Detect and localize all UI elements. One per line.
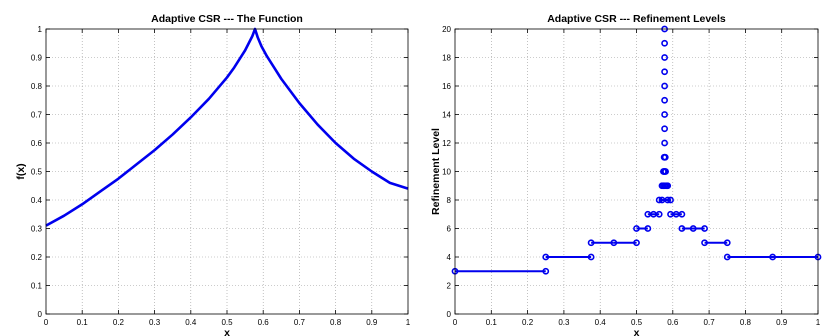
function-plot-xtick-label: 0.2 — [113, 318, 125, 327]
refinement-plot-xtick-label: 0 — [453, 318, 458, 327]
refinement-point — [661, 96, 668, 104]
refinement-point — [655, 196, 663, 204]
function-plot-xtick-label: 0.8 — [330, 318, 342, 327]
refinement-plot-xtick-label: 1 — [816, 318, 821, 327]
function-plot-xtick-label: 0.1 — [77, 318, 89, 327]
function-plot-xlabel: x — [224, 327, 230, 336]
refinement-plot-ytick-label: 12 — [442, 139, 451, 148]
refinement-point — [610, 239, 618, 247]
function-plot-ytick-label: 0.9 — [31, 54, 43, 63]
function-plot-ytick-label: 0.7 — [31, 111, 43, 120]
function-plot-xtick-label: 0.7 — [294, 318, 306, 327]
refinement-point — [661, 68, 668, 76]
refinement-plot-ytick-label: 14 — [442, 111, 451, 120]
refinement-point — [661, 139, 668, 147]
refinement-plot-xtick-label: 0.1 — [486, 318, 498, 327]
refinement-plot-ytick-label: 4 — [447, 253, 452, 262]
function-plot-xtick-label: 0.4 — [185, 318, 197, 327]
function-plot-ytick-label: 0.8 — [31, 82, 43, 91]
refinement-point — [678, 225, 686, 232]
refinement-point — [644, 225, 652, 232]
refinement-plot-xtick-label: 0.7 — [704, 318, 716, 327]
refinement-plot-ytick-label: 6 — [447, 225, 452, 234]
refinement-plot-ylabel: Refinement Level — [430, 128, 442, 215]
refinement-plot-xtick-label: 0.9 — [776, 318, 788, 327]
refinement-point — [542, 253, 550, 261]
refinement-plot-ytick-label: 0 — [447, 310, 452, 319]
refinement-point — [633, 239, 640, 247]
function-plot-xtick-label: 1 — [406, 318, 411, 327]
refinement-plot-xtick-label: 0.5 — [631, 318, 643, 327]
refinement-plot-ytick-label: 16 — [442, 82, 451, 91]
refinement-point — [661, 153, 669, 161]
refinement-point — [723, 239, 731, 247]
function-curve — [45, 27, 409, 227]
refinement-point — [661, 39, 668, 47]
refinement-point — [701, 239, 708, 247]
function-plot-xtick-label: 0.3 — [149, 318, 161, 327]
refinement-point — [587, 239, 595, 247]
refinement-plot-frame — [454, 28, 819, 315]
function-plot-xtick-label: 0 — [44, 318, 49, 327]
refinement-plot: 0 0.1 0.2 0.3 0.4 0.5 0.6 0.7 0.8 0.9 102468101214… — [430, 13, 822, 336]
refinement-point — [667, 196, 674, 204]
refinement-plot-xtick-label: 0.8 — [740, 318, 752, 327]
function-plot-ytick-label: 0.2 — [31, 253, 43, 262]
function-plot-xtick-label: 0.5 — [221, 318, 233, 327]
function-plot-ytick-label: 1 — [38, 25, 43, 34]
refinement-point — [661, 54, 668, 61]
function-plot-ytick-label: 0 — [38, 310, 43, 319]
function-plot-ytick-label: 0.5 — [31, 168, 43, 177]
function-plot-frame — [45, 28, 409, 315]
refinement-point — [689, 225, 697, 232]
refinement-plot-xtick-label: 0.3 — [558, 318, 570, 327]
function-plot: 0 0.1 0.2 0.3 0.4 0.5 0.6 0.7 0.8 0.9 1 0 0.1 0.2 0.3 0… — [15, 13, 411, 336]
function-plot-ytick-label: 0.1 — [31, 282, 43, 291]
refinement-plot-xtick-label: 0.6 — [667, 318, 679, 327]
refinement-plot-xlabel: x — [634, 327, 640, 336]
refinement-plot-xtick-label: 0.4 — [595, 318, 607, 327]
refinement-point — [633, 225, 640, 232]
refinement-plot-ytick-label: 10 — [442, 168, 451, 177]
refinement-point — [664, 182, 672, 190]
refinement-point — [678, 210, 686, 218]
refinement-point — [655, 210, 663, 218]
refinement-plot-ytick-label: 18 — [442, 54, 451, 63]
refinement-point — [723, 253, 731, 261]
refinement-point — [661, 125, 668, 133]
function-plot-xtick-label: 0.9 — [366, 318, 378, 327]
refinement-point — [587, 253, 595, 261]
refinement-plot-ytick-label: 20 — [442, 25, 451, 34]
refinement-point — [662, 168, 669, 175]
refinement-point — [661, 111, 668, 118]
function-plot-ylabel: f(x) — [15, 163, 27, 179]
function-plot-xtick-label: 0.6 — [258, 318, 270, 327]
function-plot-ytick-label: 0.4 — [31, 196, 43, 205]
function-plot-title: Adaptive CSR --- The Function — [151, 13, 303, 25]
refinement-point — [701, 225, 708, 232]
refinement-point — [769, 253, 777, 261]
refinement-point — [542, 267, 550, 275]
function-plot-ytick-label: 0.6 — [31, 139, 43, 148]
function-plot-ytick-label: 0.3 — [31, 225, 43, 234]
refinement-point — [661, 82, 668, 90]
refinement-plot-xtick-label: 0.2 — [522, 318, 534, 327]
refinement-plot-ytick-label: 8 — [447, 196, 452, 205]
refinement-plot-title: Adaptive CSR --- Refinement Levels — [547, 13, 726, 25]
refinement-plot-ytick-label: 2 — [447, 282, 452, 291]
refinement-point — [664, 196, 672, 204]
